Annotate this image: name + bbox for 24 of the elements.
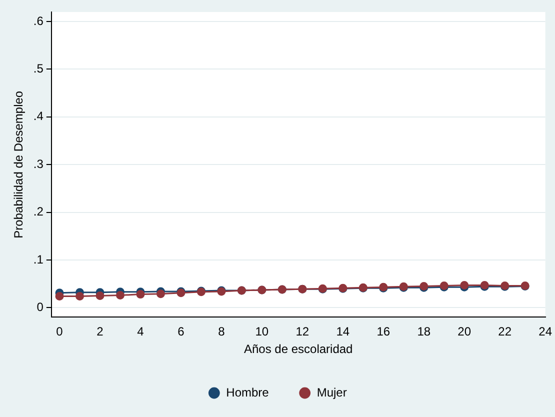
y-tick-label: .2 [33,204,44,219]
y-tick-label: 0 [36,300,44,314]
legend-label: Hombre [226,385,270,400]
x-tick-label: 10 [255,324,269,339]
x-tick-label: 20 [458,324,472,339]
x-tick-label: 6 [178,324,185,339]
y-tick-label: .4 [33,109,44,124]
x-tick-label: 12 [296,324,310,339]
y-tick-label: .1 [33,252,44,266]
x-tick-label: 16 [376,324,390,339]
x-tick-label: 18 [417,324,431,339]
x-tick-label: 24 [538,324,552,339]
x-axis-title: Años de escolaridad [244,342,353,356]
x-tick-label: 0 [56,324,64,339]
y-axis-title: Probabilidad de Desempleo [12,90,26,238]
y-tick-label: .3 [33,156,44,171]
x-tick-label: 4 [137,324,144,339]
x-tick-label: 2 [96,324,104,339]
y-tick-label: .6 [33,14,44,28]
legend-label: Mujer [316,385,347,400]
y-tick-label: .5 [33,62,44,76]
x-tick-label: 14 [336,324,350,339]
x-tick-label: 8 [218,324,226,339]
x-tick-label: 22 [498,324,512,339]
